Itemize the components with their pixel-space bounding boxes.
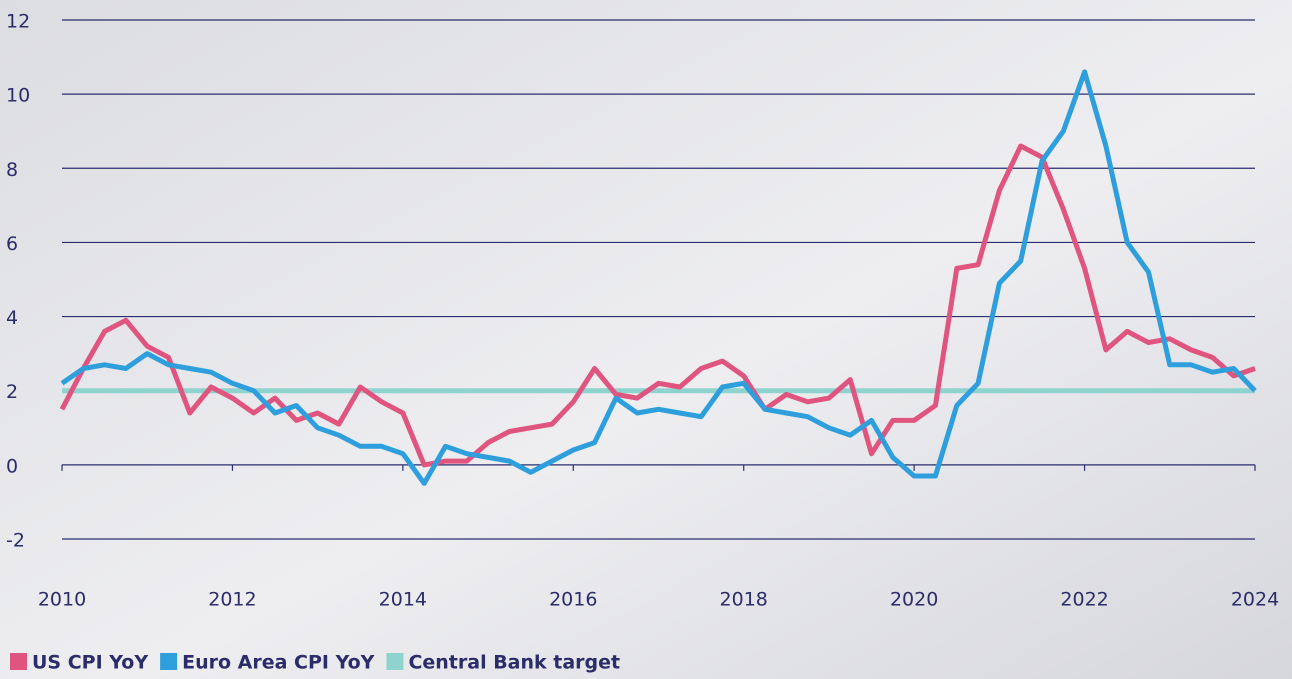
y-tick-label: 2 (6, 381, 18, 403)
x-tick-label: 2014 (379, 589, 427, 611)
y-tick-label: -2 (6, 530, 25, 552)
legend-label: Euro Area CPI YoY (182, 652, 375, 674)
y-tick-label: 6 (6, 233, 18, 255)
y-tick-label: 10 (6, 85, 30, 107)
x-tick-label: 2022 (1060, 589, 1108, 611)
x-tick-label: 2020 (890, 589, 938, 611)
x-tick-label: 2016 (549, 589, 597, 611)
legend-swatch (386, 653, 403, 670)
x-tick-label: 2012 (208, 589, 256, 611)
y-tick-label: 4 (6, 307, 18, 329)
legend-label: Central Bank target (408, 652, 620, 674)
x-tick-label: 2024 (1231, 589, 1279, 611)
y-tick-label: 12 (6, 11, 30, 33)
legend-label: US CPI YoY (32, 652, 148, 674)
chart: -2 0 2 4 6 8 10 12 2010 2012 2014 2016 2018 2020 2022 2… (0, 0, 1292, 679)
legend-swatch (160, 653, 177, 670)
y-tick-label: 0 (6, 455, 18, 477)
background (0, 0, 1292, 679)
y-tick-label: 8 (6, 159, 18, 181)
x-tick-label: 2010 (38, 589, 86, 611)
legend-swatch (10, 653, 27, 670)
x-tick-label: 2018 (720, 589, 768, 611)
